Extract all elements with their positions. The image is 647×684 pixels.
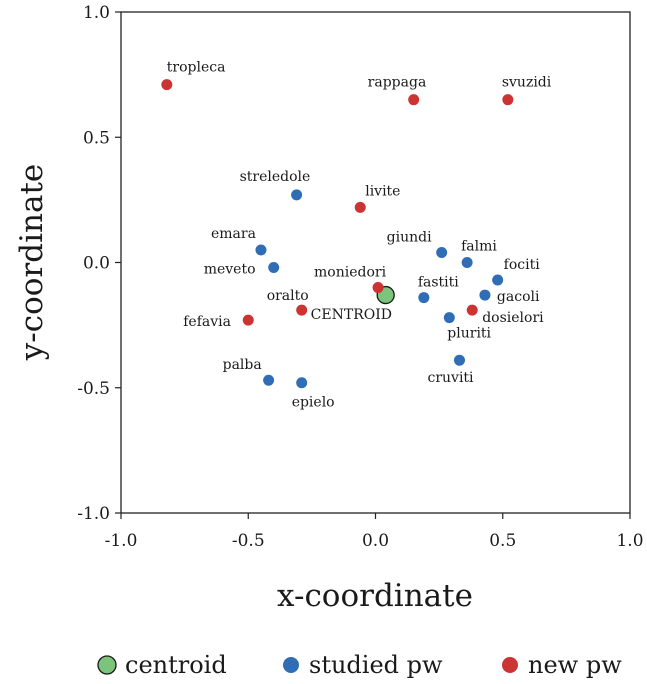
studied-pw-point — [453, 354, 465, 366]
point-label: palba — [223, 357, 262, 373]
studied-pw-point — [492, 274, 504, 286]
point-label: giundi — [387, 229, 432, 245]
y-tick-label: 0.0 — [83, 254, 110, 274]
studied-pw-point — [436, 246, 448, 258]
x-tick-label: 0.5 — [489, 531, 516, 551]
axis-ticks: -1.0 -0.5 0.0 0.5 1.0 -1.0 -0.5 0.0 0.5 1.0 — [77, 3, 643, 551]
legend-label: new pw — [528, 651, 622, 679]
y-tick-label: 0.5 — [83, 128, 110, 148]
new-pw-point — [372, 282, 384, 294]
point-label: falmi — [461, 239, 497, 255]
point-label: livite — [365, 183, 400, 199]
new-pw-point — [161, 79, 173, 91]
new-pw-point — [502, 94, 514, 106]
point-label: fociti — [504, 257, 541, 273]
studied-pw-point — [479, 289, 491, 301]
point-label: dosielori — [482, 310, 544, 326]
point-label: meveto — [204, 262, 256, 278]
x-axis-title: x-coordinate — [277, 578, 473, 614]
legend-label: centroid — [125, 651, 227, 679]
point-labels: CENTROID streledole emara meveto giundi falmi… — [167, 60, 552, 411]
point-label: rappaga — [368, 75, 427, 91]
new-pw-point — [296, 304, 308, 316]
studied-pw-point — [263, 374, 275, 386]
point-label: fastiti — [418, 275, 459, 291]
legend: centroid studied pw new pw — [97, 651, 622, 679]
point-label: gacoli — [497, 289, 540, 305]
studied-pw-point — [255, 244, 267, 256]
studied-pw-point — [418, 292, 430, 304]
legend-label: studied pw — [309, 651, 443, 679]
point-label: emara — [211, 226, 256, 242]
x-tick-label: 0.0 — [362, 531, 389, 551]
y-tick-label: -1.0 — [77, 504, 110, 524]
y-tick-label: 1.0 — [83, 3, 110, 23]
data-points — [161, 79, 514, 389]
studied-pw-point — [296, 377, 308, 389]
point-label: streledole — [240, 169, 311, 185]
x-tick-label: -1.0 — [105, 531, 138, 551]
point-label: pluriti — [447, 326, 491, 342]
point-label: CENTROID — [311, 307, 392, 323]
legend-new-pw-marker — [502, 657, 518, 673]
x-tick-label: 1.0 — [616, 531, 643, 551]
y-axis-title: y-coordinate — [14, 164, 50, 362]
point-label: tropleca — [167, 60, 226, 76]
new-pw-point — [466, 304, 478, 316]
new-pw-point — [242, 314, 254, 326]
point-label: oralto — [267, 288, 309, 304]
legend-studied-pw-marker — [283, 657, 299, 673]
studied-pw-point — [291, 189, 303, 201]
studied-pw-point — [461, 257, 473, 268]
x-tick-label: -0.5 — [232, 531, 265, 551]
new-pw-point — [354, 201, 366, 213]
point-label: moniedori — [314, 265, 387, 281]
point-label: svuzidi — [502, 75, 552, 91]
studied-pw-point — [443, 312, 455, 324]
point-label: epielo — [292, 395, 335, 411]
legend-centroid-marker — [97, 655, 117, 675]
studied-pw-point — [268, 262, 280, 274]
new-pw-point — [408, 94, 420, 106]
point-label: fefavia — [183, 314, 231, 330]
point-label: cruviti — [427, 370, 474, 386]
y-tick-label: -0.5 — [77, 379, 110, 399]
